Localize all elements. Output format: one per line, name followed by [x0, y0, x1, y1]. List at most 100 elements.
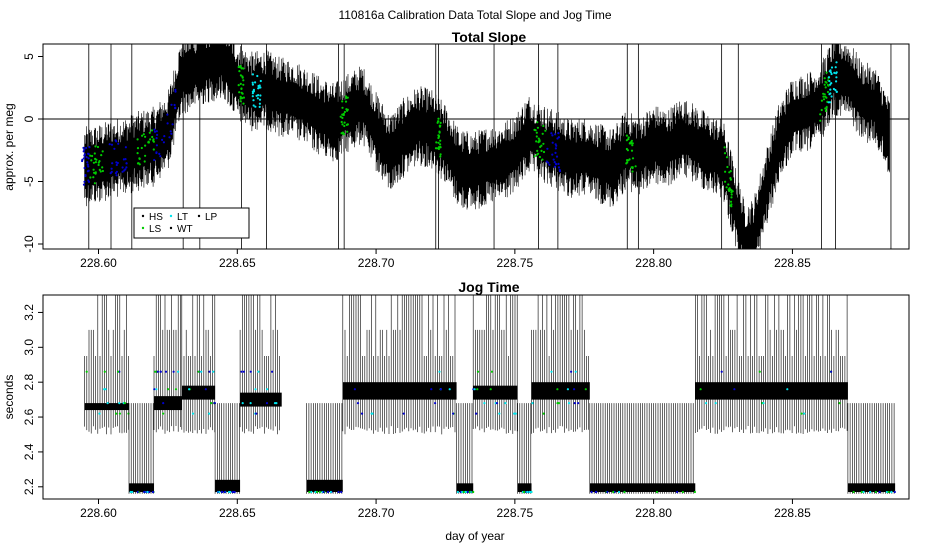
jog-time-series-line [84, 295, 129, 435]
total-slope-y-tick-label: 5 [22, 53, 36, 60]
total-slope-point [555, 163, 558, 166]
jog-time-point [606, 490, 609, 494]
jog-time-point [577, 402, 580, 405]
jog-time-series-line [306, 403, 343, 494]
total-slope-point [85, 156, 88, 159]
total-slope-point [554, 151, 557, 154]
total-slope-point [155, 137, 158, 140]
total-slope-point [252, 99, 255, 102]
total-slope-point [725, 186, 728, 189]
jog-time-point [218, 490, 221, 494]
legend-marker-hs [141, 214, 145, 218]
total-slope-point [86, 170, 89, 173]
jog-time-point [164, 370, 168, 373]
total-slope-point [535, 131, 538, 134]
jog-time-point [106, 402, 109, 405]
total-slope-point [138, 157, 141, 160]
jog-time-point [136, 490, 139, 494]
total-slope-point [173, 103, 176, 107]
jog-time-series-line [531, 295, 589, 434]
jog-time-point [98, 412, 101, 415]
total-slope-x-tick-label: 228.75 [497, 256, 534, 270]
total-slope-point [251, 92, 254, 95]
total-slope-point [437, 136, 440, 140]
jog-time-point [118, 402, 121, 405]
jog-time-point [566, 388, 570, 391]
total-slope-point [92, 161, 95, 164]
total-slope-point [161, 138, 164, 141]
legend-box [133, 207, 250, 239]
total-slope-point [437, 141, 440, 144]
jog-time-point [466, 490, 469, 494]
total-slope-point [344, 100, 348, 103]
total-slope-point [166, 113, 169, 116]
jog-time-point [862, 490, 865, 494]
jog-time-point [705, 402, 708, 405]
total-slope-point [141, 134, 144, 137]
total-slope-point [822, 95, 825, 98]
jog-time-y-tick-label: 2.6 [22, 408, 36, 425]
total-slope-point [553, 161, 556, 164]
total-slope-point [251, 83, 254, 86]
total-slope-point [729, 170, 732, 173]
total-slope-point [629, 142, 633, 145]
jog-time-series-line [342, 295, 456, 435]
jog-time-series-line [472, 295, 518, 434]
total-slope-point [101, 169, 104, 173]
jog-time-point [146, 490, 149, 494]
total-slope-point [258, 102, 261, 105]
total-slope-point [533, 155, 536, 158]
jog-time-point [85, 370, 88, 373]
jog-time-point [800, 412, 803, 415]
total-slope-x-tick-label: 228.80 [635, 256, 672, 270]
total-slope-point [546, 147, 549, 150]
total-slope-point [731, 190, 734, 193]
jog-time-point [617, 490, 621, 494]
total-slope-ylabel: approx. per meg [2, 103, 16, 190]
jog-time-series-line [128, 403, 154, 494]
total-slope-point [155, 144, 158, 147]
jog-time-series-line [695, 295, 848, 434]
total-slope-point [342, 133, 345, 136]
jog-time-point [475, 412, 478, 415]
jog-time-point [143, 490, 146, 494]
total-slope-point [136, 138, 139, 141]
total-slope-point [830, 72, 833, 76]
total-slope-point [101, 150, 104, 153]
total-slope-point [825, 81, 828, 84]
jog-time-band [215, 479, 241, 493]
total-slope-point [83, 148, 86, 151]
total-slope-point [152, 140, 155, 143]
total-slope-point [625, 134, 629, 137]
total-slope-point [820, 108, 823, 112]
jog-time-point [223, 490, 226, 494]
total-slope-point [724, 180, 727, 183]
jog-time-point [590, 490, 593, 494]
total-slope-point [341, 116, 344, 119]
total-slope-point [115, 170, 118, 173]
jog-time-point [893, 490, 896, 494]
jog-time-point [148, 490, 151, 494]
total-slope-point [122, 158, 125, 161]
jog-time-series-line [239, 295, 280, 435]
total-slope-point [113, 147, 116, 150]
total-slope-point [729, 177, 732, 180]
total-slope-point [343, 121, 346, 124]
total-slope-point [555, 144, 558, 147]
jog-time-point [556, 388, 559, 391]
total-slope-point [96, 145, 100, 149]
jog-time-point [310, 490, 313, 494]
legend-marker-lt [169, 214, 173, 218]
jog-time-point [570, 370, 573, 373]
total-slope-point [730, 193, 733, 196]
total-slope-point [439, 121, 442, 124]
total-slope-point [150, 129, 153, 132]
jog-time-point [762, 402, 765, 405]
jog-time-point [174, 388, 178, 391]
total-slope-point [625, 162, 628, 165]
jog-time-point [257, 370, 260, 373]
total-slope-point [110, 143, 114, 146]
total-slope-point [239, 66, 242, 69]
jog-time-point [159, 370, 162, 373]
